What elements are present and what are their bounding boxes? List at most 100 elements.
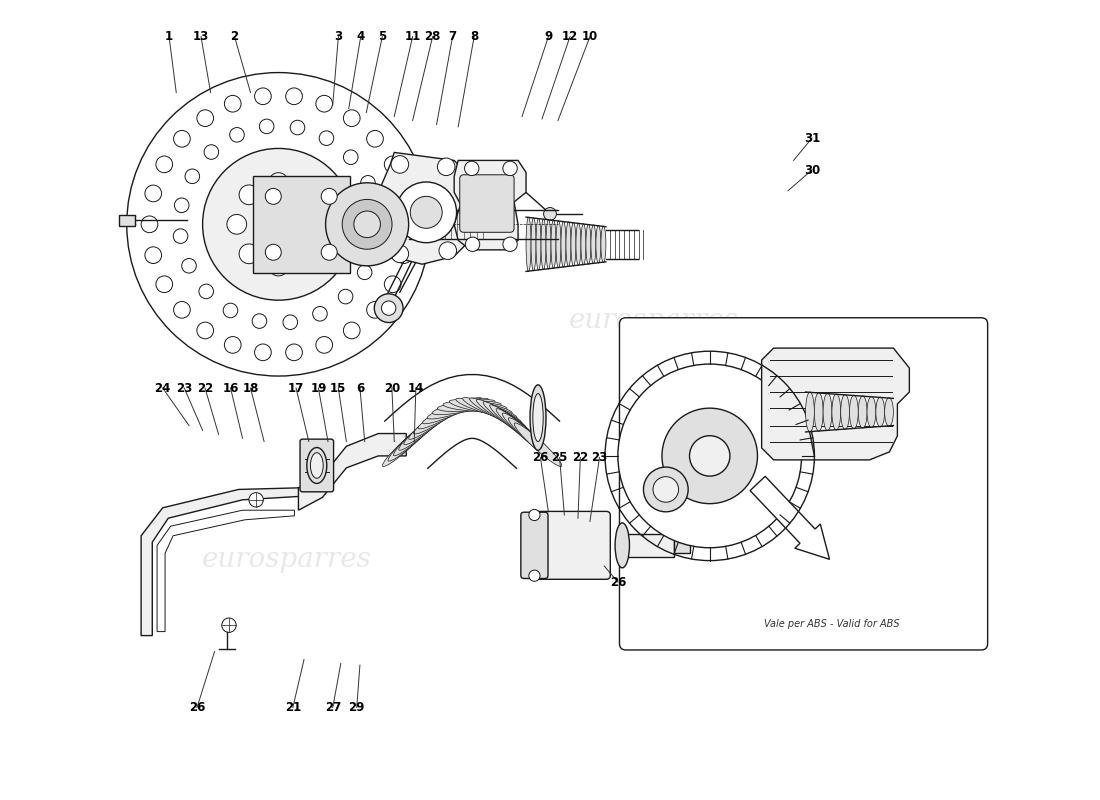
Circle shape	[543, 207, 557, 220]
Ellipse shape	[526, 217, 531, 271]
Text: 27: 27	[324, 701, 341, 714]
Ellipse shape	[591, 225, 596, 264]
Ellipse shape	[496, 409, 546, 450]
Circle shape	[205, 145, 219, 159]
Ellipse shape	[394, 413, 442, 456]
Text: 13: 13	[192, 30, 209, 43]
Text: 26: 26	[532, 451, 549, 464]
Circle shape	[343, 110, 360, 126]
Circle shape	[265, 244, 282, 260]
Circle shape	[223, 303, 238, 318]
FancyBboxPatch shape	[253, 176, 350, 273]
Text: 16: 16	[222, 382, 239, 394]
Ellipse shape	[455, 398, 517, 419]
Ellipse shape	[508, 418, 557, 461]
Ellipse shape	[427, 398, 488, 419]
Circle shape	[382, 301, 396, 315]
Text: 30: 30	[804, 163, 821, 177]
Circle shape	[126, 73, 430, 376]
Ellipse shape	[551, 220, 556, 269]
Text: 19: 19	[310, 382, 327, 394]
Circle shape	[618, 364, 802, 548]
Circle shape	[254, 344, 272, 361]
Circle shape	[286, 88, 302, 105]
Text: eurosparres: eurosparres	[201, 306, 372, 334]
Ellipse shape	[531, 218, 536, 271]
Text: 5: 5	[378, 30, 386, 43]
Polygon shape	[454, 161, 526, 250]
Circle shape	[268, 173, 288, 193]
Ellipse shape	[398, 409, 448, 450]
Circle shape	[298, 185, 318, 205]
Ellipse shape	[849, 395, 858, 429]
FancyBboxPatch shape	[119, 214, 134, 226]
Circle shape	[503, 162, 517, 175]
Circle shape	[361, 175, 375, 190]
Circle shape	[319, 131, 333, 146]
Ellipse shape	[514, 423, 562, 466]
Text: eurosparres: eurosparres	[201, 546, 372, 574]
Ellipse shape	[463, 398, 521, 424]
Text: 15: 15	[330, 382, 346, 394]
Text: 26: 26	[189, 701, 206, 714]
Ellipse shape	[840, 394, 849, 430]
Text: 3: 3	[334, 30, 342, 43]
Circle shape	[199, 284, 213, 298]
Text: 22: 22	[572, 451, 588, 464]
FancyBboxPatch shape	[460, 174, 514, 232]
Circle shape	[174, 302, 190, 318]
Circle shape	[366, 130, 384, 147]
Ellipse shape	[601, 226, 606, 262]
Polygon shape	[750, 476, 829, 559]
Ellipse shape	[476, 399, 531, 434]
Ellipse shape	[867, 397, 876, 427]
Circle shape	[174, 130, 190, 147]
Ellipse shape	[561, 222, 566, 267]
Circle shape	[343, 322, 360, 338]
Circle shape	[265, 188, 282, 204]
Circle shape	[465, 237, 480, 251]
Ellipse shape	[449, 400, 513, 414]
Text: 12: 12	[562, 30, 579, 43]
Text: 21: 21	[285, 701, 301, 714]
Circle shape	[343, 150, 358, 165]
Ellipse shape	[388, 418, 436, 461]
Circle shape	[342, 199, 392, 250]
Text: 25: 25	[551, 451, 568, 464]
Ellipse shape	[470, 398, 526, 429]
Circle shape	[529, 510, 540, 521]
Text: 1: 1	[165, 30, 173, 43]
Ellipse shape	[814, 393, 823, 431]
Ellipse shape	[490, 405, 540, 445]
Circle shape	[395, 185, 412, 202]
Circle shape	[368, 236, 383, 250]
Circle shape	[283, 315, 298, 330]
Circle shape	[384, 156, 402, 173]
Ellipse shape	[503, 413, 551, 456]
Text: 2: 2	[231, 30, 239, 43]
FancyBboxPatch shape	[521, 512, 548, 578]
Text: 8: 8	[470, 30, 478, 43]
Ellipse shape	[876, 397, 884, 427]
Polygon shape	[157, 510, 295, 631]
Text: 14: 14	[408, 382, 424, 394]
Circle shape	[396, 182, 456, 242]
Circle shape	[230, 127, 244, 142]
Ellipse shape	[536, 218, 541, 270]
Ellipse shape	[541, 219, 546, 270]
Circle shape	[392, 245, 408, 262]
Text: 20: 20	[384, 382, 400, 394]
Circle shape	[366, 302, 384, 318]
Circle shape	[395, 247, 412, 263]
Ellipse shape	[438, 402, 502, 412]
Ellipse shape	[832, 394, 840, 430]
Circle shape	[653, 477, 679, 502]
Circle shape	[312, 306, 327, 321]
Text: 4: 4	[356, 30, 365, 43]
Text: 31: 31	[804, 131, 821, 145]
Text: 11: 11	[405, 30, 421, 43]
Polygon shape	[761, 348, 910, 460]
Circle shape	[249, 493, 263, 507]
Circle shape	[464, 162, 478, 175]
Ellipse shape	[581, 224, 586, 265]
